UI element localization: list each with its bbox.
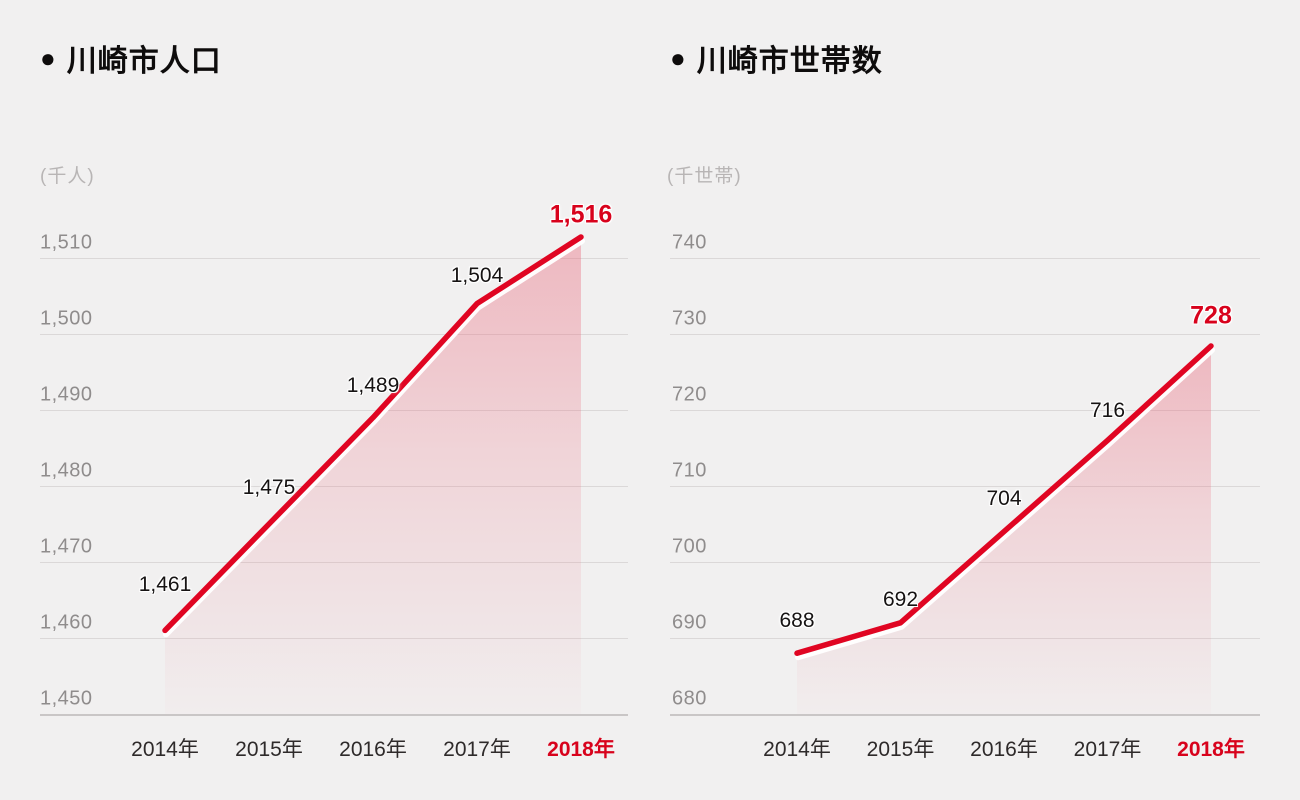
x-axis-tick-label: 2017年 [443, 738, 511, 761]
population-chart-title: ● 川崎市人口 [40, 40, 222, 78]
gridline [670, 334, 1260, 335]
data-point-label: 704 [986, 486, 1022, 510]
data-point-label: 1,475 [242, 476, 296, 499]
gridline [40, 410, 628, 411]
y-axis-tick-label: 720 [672, 383, 707, 406]
data-point-label: 1,504 [450, 263, 504, 287]
bullet-icon: ● [40, 43, 56, 73]
data-point-label: 716 [1089, 399, 1126, 423]
data-point-label: 728 [1190, 301, 1232, 330]
y-axis-tick-label: 1,460 [40, 611, 93, 634]
gridline [670, 486, 1260, 487]
x-axis-tick-label: 2016年 [970, 738, 1038, 761]
y-axis-tick-label: 700 [672, 535, 707, 558]
population-line-shadow [163, 238, 585, 638]
x-axis-tick-label: 2014年 [131, 738, 199, 761]
households-chart-graphics [794, 343, 1215, 714]
households-line-shadow [795, 347, 1215, 661]
x-axis-tick-label: 2016年 [339, 738, 407, 761]
population-chart-graphics [162, 234, 585, 714]
gridline [40, 258, 628, 259]
gridline [670, 410, 1260, 411]
y-axis-tick-label: 1,450 [40, 687, 93, 710]
population-title-text: 川崎市人口 [66, 45, 222, 78]
data-point-label: 1,461 [138, 573, 192, 597]
households-chart-title: ● 川崎市世帯数 [670, 40, 883, 78]
y-axis-tick-label: 1,500 [40, 307, 93, 330]
x-axis-tick-label: 2014年 [763, 738, 831, 761]
gridline [670, 258, 1260, 259]
x-axis-tick-label: 2017年 [1073, 738, 1142, 761]
y-axis-tick-label: 1,470 [40, 535, 93, 558]
y-axis-tick-label: 730 [672, 307, 707, 330]
x-axis-tick-label: 2015年 [235, 738, 303, 761]
data-point-label: 1,516 [549, 200, 613, 229]
data-point-label: 688 [779, 609, 815, 633]
gridline [40, 714, 628, 716]
x-axis-tick-label: 2018年 [547, 738, 615, 761]
population-unit-label: (千人) [40, 166, 95, 187]
data-point-label: 692 [882, 587, 919, 611]
y-axis-tick-label: 710 [672, 459, 707, 482]
gridline [40, 334, 628, 335]
bullet-icon: ● [670, 43, 686, 73]
x-axis-tick-label: 2018年 [1177, 738, 1245, 761]
population-area-fill [165, 237, 581, 714]
data-point-label: 1,489 [346, 373, 400, 397]
y-axis-tick-label: 1,490 [40, 383, 93, 406]
x-axis-tick-label: 2015年 [866, 738, 935, 761]
households-area-fill [797, 346, 1211, 714]
y-axis-tick-label: 690 [672, 611, 707, 634]
population-trend-line [162, 234, 584, 634]
y-axis-tick-label: 1,510 [40, 231, 93, 254]
households-title-text: 川崎市世帯数 [696, 45, 883, 78]
gridline [670, 714, 1260, 716]
y-axis-tick-label: 680 [672, 687, 707, 710]
y-axis-tick-label: 740 [672, 231, 707, 254]
households-trend-line [794, 343, 1214, 656]
y-axis-tick-label: 1,480 [40, 459, 93, 482]
households-unit-label: (千世帯) [667, 166, 742, 187]
